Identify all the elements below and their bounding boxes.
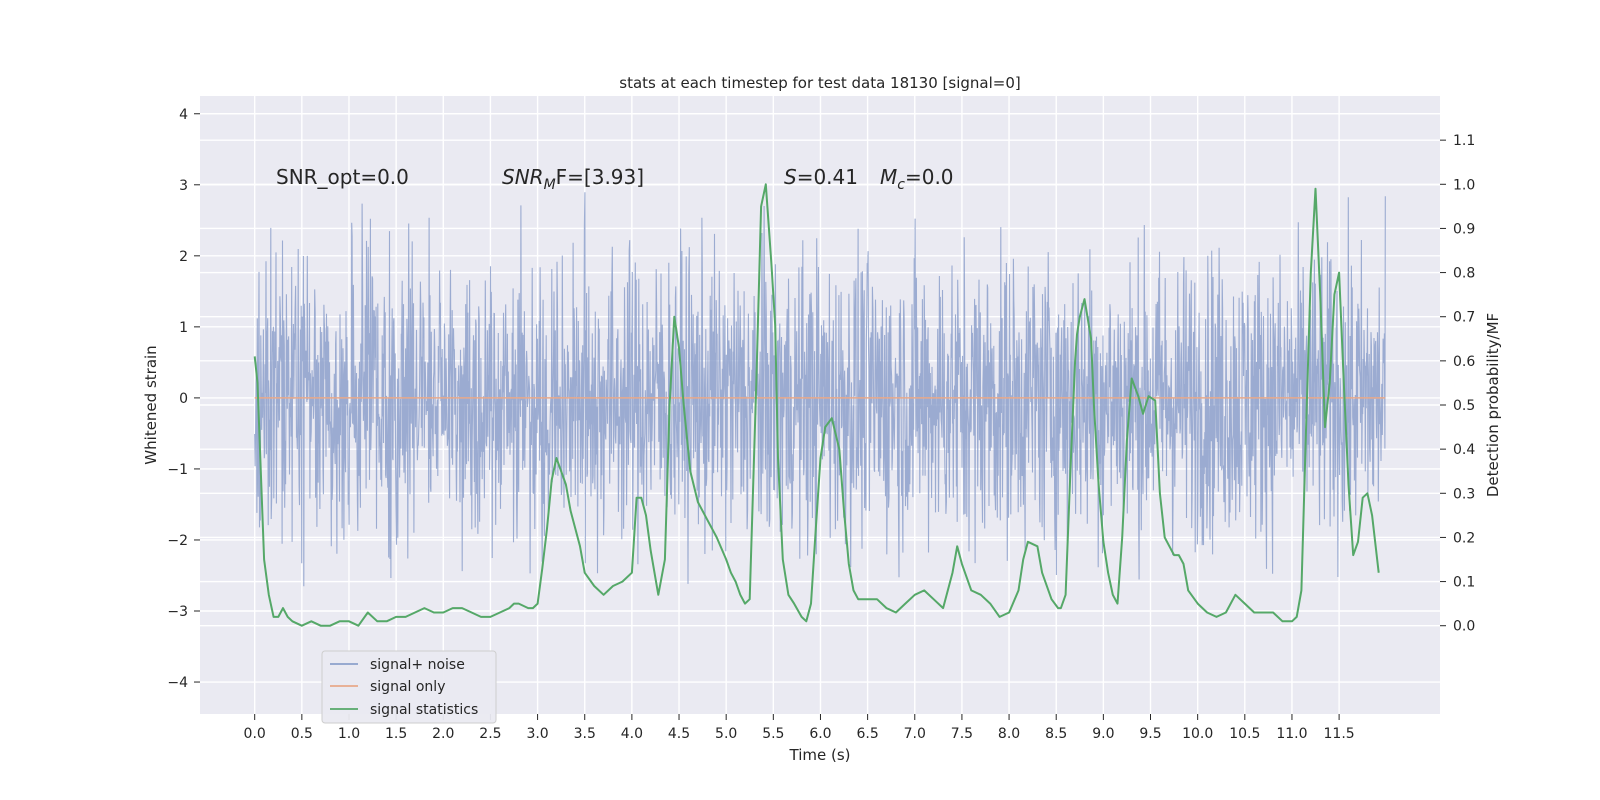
chart-title: stats at each timestep for test data 181… — [619, 74, 1020, 92]
y-left-tick-label-7: 3 — [179, 178, 188, 194]
x-tick-label-22: 11.0 — [1276, 726, 1307, 742]
x-tick-label-19: 9.5 — [1139, 726, 1161, 742]
x-tick-label-17: 8.5 — [1045, 726, 1067, 742]
x-tick-label-6: 3.0 — [526, 726, 548, 742]
x-tick-label-21: 10.5 — [1229, 726, 1260, 742]
left-y-axis-ticks: −4 −3 −2 −1 0 1 2 3 4 — [167, 107, 200, 691]
x-tick-label-23: 11.5 — [1324, 726, 1355, 742]
x-tick-label-8: 4.0 — [621, 726, 643, 742]
signal-statistics-series — [253, 183, 1380, 627]
y-right-tick-label-5: 0.5 — [1453, 398, 1475, 414]
y-right-tick-label-11: 1.1 — [1453, 133, 1475, 149]
x-tick-label-5: 2.5 — [479, 726, 501, 742]
x-tick-label-18: 9.0 — [1092, 726, 1114, 742]
right-y-axis-ticks: 0.0 0.1 0.2 0.3 0.4 0.5 0.6 0.7 0.8 0.9 1.0 1.1 — [1440, 133, 1475, 635]
left-y-axis-label: Whitened strain — [142, 345, 160, 464]
y-left-tick-label-5: 1 — [179, 320, 188, 336]
y-right-tick-label-10: 1.0 — [1453, 177, 1475, 193]
snr-mf-rest: F=[3.93] — [556, 165, 644, 189]
y-right-tick-label-3: 0.3 — [1453, 486, 1475, 502]
signal-noise-series — [254, 192, 1386, 587]
annotation-mc-value: Mc=0.0 — [880, 165, 954, 193]
y-left-tick-label-4: 0 — [179, 391, 188, 407]
x-tick-label-12: 6.0 — [809, 726, 831, 742]
x-tick-label-9: 4.5 — [668, 726, 690, 742]
x-tick-label-2: 1.0 — [338, 726, 360, 742]
snr-mf-sub: M — [544, 177, 556, 193]
y-right-tick-label-0: 0.0 — [1453, 619, 1475, 635]
x-tick-label-13: 6.5 — [856, 726, 878, 742]
x-axis-ticks: 0.0 0.5 1.0 1.5 2.0 2.5 3.0 3.5 4.0 4.5 5.0 5.5 6.0 6… — [244, 714, 1355, 742]
y-right-tick-label-9: 0.9 — [1453, 221, 1475, 237]
y-left-tick-label-1: −3 — [167, 604, 188, 620]
y-left-tick-label-8: 4 — [179, 107, 188, 123]
y-left-tick-label-2: −2 — [167, 533, 188, 549]
noise-line — [254, 192, 1386, 587]
y-right-tick-label-7: 0.7 — [1453, 310, 1475, 326]
x-tick-label-11: 5.5 — [762, 726, 784, 742]
y-right-tick-label-6: 0.6 — [1453, 354, 1475, 370]
x-tick-label-3: 1.5 — [385, 726, 407, 742]
x-tick-label-15: 7.5 — [951, 726, 973, 742]
x-tick-label-14: 7.0 — [904, 726, 926, 742]
y-left-tick-label-3: −1 — [167, 462, 188, 478]
legend: signal+ noise signal only signal statist… — [321, 650, 497, 724]
legend-label-signal: signal only — [370, 679, 445, 695]
legend-box — [321, 650, 497, 724]
x-tick-label-10: 5.0 — [715, 726, 737, 742]
legend-label-noise: signal+ noise — [370, 657, 465, 673]
x-tick-label-7: 3.5 — [574, 726, 596, 742]
annotation-snr-mf: SNRMF=[3.93] — [502, 165, 644, 193]
x-tick-label-20: 10.0 — [1182, 726, 1213, 742]
x-axis-label: Time (s) — [789, 746, 851, 764]
mc-val: =0.0 — [905, 165, 954, 189]
y-right-tick-label-4: 0.4 — [1453, 442, 1475, 458]
right-y-axis-label: Detection probability/MF — [1484, 313, 1502, 497]
annotation-s-value: S=0.41 — [784, 165, 858, 189]
snr-mf-base: SNR — [502, 165, 544, 189]
x-tick-label-4: 2.0 — [432, 726, 454, 742]
x-tick-label-0: 0.0 — [244, 726, 266, 742]
x-tick-label-16: 8.0 — [998, 726, 1020, 742]
y-left-tick-label-6: 2 — [179, 249, 188, 265]
mc-sub: c — [897, 177, 905, 193]
annotation-snr-opt: SNR_opt=0.0 — [276, 165, 409, 189]
s-val: =0.41 — [797, 165, 858, 189]
s-var: S — [784, 165, 797, 189]
y-right-tick-label-1: 0.1 — [1453, 575, 1475, 591]
signal-statistics-line — [253, 183, 1380, 627]
y-left-tick-label-0: −4 — [167, 675, 188, 691]
y-right-tick-label-8: 0.8 — [1453, 266, 1475, 282]
x-tick-label-1: 0.5 — [291, 726, 313, 742]
legend-label-stats: signal statistics — [370, 702, 478, 718]
y-right-tick-label-2: 0.2 — [1453, 530, 1475, 546]
mc-var: M — [880, 165, 897, 189]
